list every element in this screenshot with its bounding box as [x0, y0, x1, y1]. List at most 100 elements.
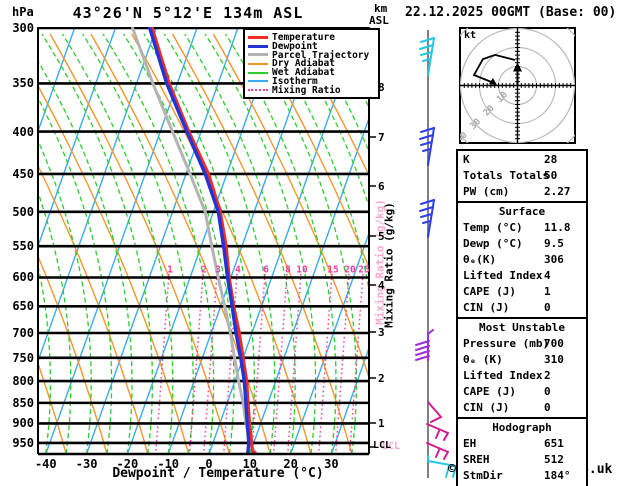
wind-barb [415, 345, 430, 351]
temp-tick-label: 30 [324, 457, 339, 471]
wind-barb [419, 44, 434, 50]
mixing-ratio-line [273, 273, 288, 454]
table-row-value: 1 [544, 285, 551, 298]
mixing-ratio-value-label: 10 [296, 264, 308, 276]
hodograph-trace-arrowhead [488, 78, 497, 86]
table-row: CIN (J) 0 [458, 300, 586, 316]
mixing-ratio-value-label: 15 [327, 264, 339, 276]
km-tick-label: 4 [378, 279, 385, 292]
wind-barb [420, 213, 433, 218]
table-row: CAPE (J) 0 [458, 384, 586, 400]
legend-item: Temperature [248, 32, 378, 43]
isotherm-line [45, 27, 199, 454]
legend-line-sample [248, 44, 268, 48]
table-row: Temp (°C) 11.8 [458, 220, 586, 236]
wet-adiabat-line [102, 33, 215, 454]
pressure-tick-label: 450 [12, 166, 34, 181]
legend-item: Dewpoint [248, 41, 378, 52]
km-tick-label: 2 [378, 372, 385, 385]
table-row: Lifted Index 4 [458, 268, 586, 284]
pressure-tick-label: 400 [12, 124, 34, 139]
wind-barb [427, 401, 443, 423]
temp-tick-label: -40 [34, 457, 57, 471]
pressure-tick-label: 600 [12, 270, 34, 285]
dry-adiabat-line [294, 33, 369, 177]
km-tick-label: 5 [378, 230, 385, 243]
table-row: StmDir 184° [458, 468, 586, 484]
legend-line-sample [248, 80, 268, 83]
table-row: PW (cm) 2.27 [458, 184, 586, 200]
legend-item-label: Parcel Trajectory [272, 49, 370, 61]
legend-item: Mixing Ratio [248, 85, 378, 96]
table-row-label: Totals Totals [463, 169, 550, 182]
table-row-label: CAPE (J) [463, 285, 516, 298]
table-row-label: θₑ(K) [463, 253, 497, 266]
wet-adiabat-line [326, 33, 369, 109]
table-row-value: 4 [544, 269, 551, 282]
dry-adiabat-line [38, 361, 67, 454]
temp-tick-label: -20 [116, 457, 139, 471]
table-row-value: 2.27 [544, 185, 571, 198]
table-row: CIN (J) 0 [458, 400, 586, 416]
table-row-value: 2 [544, 369, 551, 382]
mixing-ratio-value-label: 1 [167, 264, 173, 276]
wind-barb [415, 340, 430, 346]
pressure-tick-label: 300 [12, 20, 34, 35]
km-tick-label: 7 [378, 131, 385, 144]
pressure-axis-unit: hPa [12, 5, 34, 19]
hodograph-ring-label: 40 [455, 130, 470, 145]
wind-barb [419, 134, 434, 140]
wet-adiabat-line [204, 33, 317, 454]
wind-barbs [415, 37, 457, 478]
table-row-value: 306 [544, 253, 564, 266]
table-row-label: θₑ (K) [463, 353, 503, 366]
wind-barb [443, 432, 449, 441]
table-row-value: 0 [544, 401, 551, 414]
legend-item: Dry Adiabat [248, 58, 378, 69]
table-row: CAPE (J) 1 [458, 284, 586, 300]
hodograph-unit-label: kt [464, 30, 477, 41]
isotherm-line [330, 345, 369, 454]
table-row: EH 651 [458, 436, 586, 452]
mixing-ratio-value-label: 4 [235, 264, 241, 276]
legend-line-sample [248, 62, 268, 65]
wet-adiabat-line [306, 33, 369, 154]
table-section: K 28 Totals Totals 50 PW (cm) 2.27 [458, 151, 586, 201]
legend-item-label: Isotherm [272, 75, 318, 87]
wet-adiabat-line [82, 33, 194, 454]
mixing-ratio-axis-label: Mixing Ratio (g/kg) [382, 202, 396, 328]
pressure-tick-label: 900 [12, 416, 34, 431]
dewpoint-curve [148, 27, 251, 454]
wet-adiabat-line [184, 33, 296, 454]
wind-barb [422, 148, 432, 152]
table-row-value: 184° [544, 469, 571, 482]
wet-adiabat-line [122, 33, 235, 454]
table-row: θₑ(K) 306 [458, 252, 586, 268]
legend-line-sample [248, 35, 268, 39]
table-row-value: 310 [544, 353, 564, 366]
wind-barb [420, 37, 435, 43]
pressure-tick-label: 850 [12, 395, 34, 410]
table-row: Pressure (mb) 700 [458, 336, 586, 352]
table-row: Totals Totals 50 [458, 168, 586, 184]
dry-adiabat-line [38, 254, 108, 454]
wind-barb [452, 465, 457, 478]
pressure-tick-label: 950 [12, 435, 34, 450]
table-row-label: Temp (°C) [463, 221, 523, 234]
km-tick-label: 6 [378, 180, 385, 193]
wet-adiabat-line [38, 138, 92, 454]
isotherm-line [249, 116, 369, 454]
wet-adiabat-line [245, 33, 358, 454]
table-section: Surface Temp (°C) 11.8 Dewp (°C) 9.5 θₑ(K) 306… [458, 201, 586, 317]
hodograph-trace [472, 53, 516, 84]
table-row: SREH 512 [458, 452, 586, 468]
wet-adiabat-line [61, 33, 174, 454]
isotherm-line [38, 27, 117, 249]
wind-barb [420, 127, 435, 133]
table-row-label: Pressure (mb) [463, 337, 550, 350]
table-row-label: SREH [463, 453, 490, 466]
table-row: Lifted Index 2 [458, 368, 586, 384]
temp-tick-label: 10 [242, 457, 258, 471]
